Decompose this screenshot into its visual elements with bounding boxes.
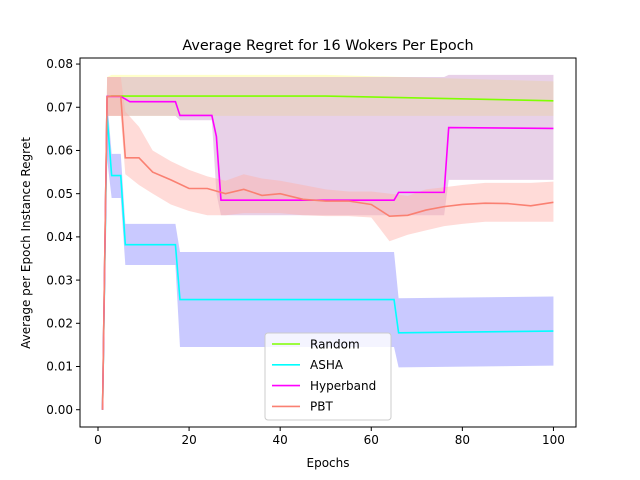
legend-label: Random	[310, 337, 360, 351]
x-tick-label: 0	[94, 433, 102, 447]
legend-item-random: Random	[272, 337, 360, 351]
legend: Random ASHA Hyperband PBT	[264, 332, 392, 421]
legend-item-pbt: PBT	[272, 400, 333, 414]
legend-item-asha: ASHA	[272, 358, 344, 372]
y-tick-label: 0.00	[46, 403, 73, 417]
y-tick-label: 0.02	[46, 316, 73, 330]
chart-title: Average Regret for 16 Wokers Per Epoch	[182, 38, 473, 54]
y-tick-label: 0.04	[46, 230, 73, 244]
band-random	[102, 74, 554, 410]
series-lines	[101, 95, 554, 410]
y-axis-ticks: 0.00 0.01 0.02 0.03 0.04 0.05 0.06 0.07 0.08	[46, 57, 80, 417]
y-tick-label: 0.06	[46, 144, 73, 158]
legend-label: Hyperband	[310, 379, 376, 393]
legend-box	[264, 332, 392, 421]
legend-item-hyperband: Hyperband	[272, 379, 376, 393]
y-tick-label: 0.07	[46, 100, 73, 114]
plot-frame	[79, 57, 577, 428]
band-hyperband	[102, 74, 554, 410]
x-axis-ticks: 0 20 40 60 80 100	[94, 427, 565, 447]
series-line-asha	[101, 115, 554, 410]
y-tick-label: 0.01	[46, 360, 73, 374]
x-tick-label: 60	[364, 433, 379, 447]
x-tick-label: 100	[542, 433, 565, 447]
x-tick-label: 80	[455, 433, 470, 447]
y-tick-label: 0.03	[46, 273, 73, 287]
x-tick-label: 40	[273, 433, 288, 447]
series-line-pbt	[101, 95, 554, 410]
legend-label: ASHA	[310, 358, 344, 372]
y-axis-label: Average per Epoch Instance Regret	[19, 137, 33, 349]
x-axis-label: Epochs	[307, 456, 350, 470]
y-tick-label: 0.05	[46, 187, 73, 201]
x-tick-label: 20	[181, 433, 196, 447]
legend-label: PBT	[310, 400, 333, 414]
y-tick-label: 0.08	[46, 57, 73, 71]
